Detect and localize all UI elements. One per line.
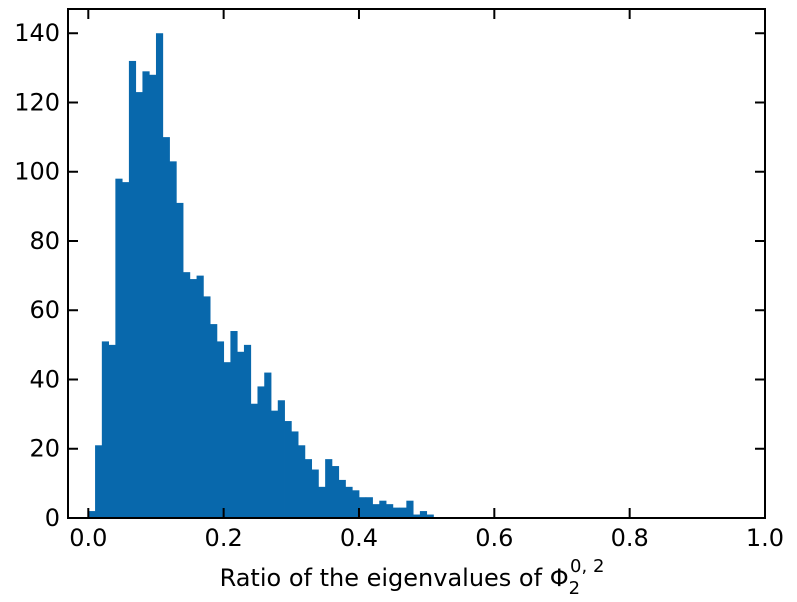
y-tick-label: 140 xyxy=(14,19,60,47)
histogram-bar xyxy=(291,431,299,518)
histogram-bar xyxy=(284,421,292,518)
x-tick-label: 1.0 xyxy=(746,524,784,552)
x-tick-label: 0.6 xyxy=(475,524,513,552)
histogram-bar xyxy=(311,469,319,518)
histogram-bars xyxy=(88,33,434,518)
histogram-bar xyxy=(189,279,197,518)
histogram-bar xyxy=(419,511,428,518)
histogram-bar xyxy=(122,182,130,518)
histogram-bar xyxy=(108,344,116,518)
y-tick-label: 80 xyxy=(29,227,60,255)
y-tick-label: 120 xyxy=(14,88,60,116)
y-tick-label: 100 xyxy=(14,158,60,186)
histogram-bar xyxy=(176,202,184,518)
histogram-bar xyxy=(183,272,191,518)
histogram-bar xyxy=(155,33,164,518)
histogram-bar xyxy=(304,459,313,518)
x-tick-label: 0.4 xyxy=(340,524,378,552)
histogram-bar xyxy=(223,362,231,518)
axis-ticks: 0.0 0.2 0.4 0.6 0.8 1.0 0 20 40 60 80 100 120 140 xyxy=(14,9,784,552)
histogram-bar xyxy=(331,466,340,518)
histogram-bar xyxy=(399,507,407,518)
y-tick-label: 40 xyxy=(29,365,60,393)
histogram-bar xyxy=(264,372,272,518)
histogram-bar xyxy=(250,403,258,518)
histogram-bar xyxy=(210,324,218,518)
histogram-bar xyxy=(149,74,157,518)
histogram-bar xyxy=(379,500,387,518)
y-tick-label: 60 xyxy=(29,296,60,324)
histogram-bar xyxy=(88,511,96,518)
histogram-bar xyxy=(162,137,170,518)
histogram-bar xyxy=(128,60,137,518)
histogram-bar xyxy=(365,497,373,518)
histogram-bar xyxy=(345,486,353,518)
x-tick-label: 0.0 xyxy=(69,524,107,552)
y-tick-label: 20 xyxy=(29,435,60,463)
plot-frame xyxy=(67,8,766,519)
x-axis-title-superscript: 0, 2 xyxy=(570,556,604,577)
histogram-bar xyxy=(325,459,333,518)
x-axis-title-main: Ratio of the eigenvalues of Φ xyxy=(220,564,569,592)
histogram-bar xyxy=(216,341,225,518)
histogram-bar xyxy=(406,500,414,518)
histogram-bar xyxy=(237,351,245,518)
histogram-bar xyxy=(277,400,285,518)
histogram-bar xyxy=(318,486,326,518)
histogram-bar xyxy=(135,92,143,518)
histogram-bar xyxy=(372,504,380,518)
x-axis-title: Ratio of the eigenvalues of Φ20, 2 xyxy=(220,556,605,599)
histogram-bar xyxy=(101,341,110,518)
histogram-bar xyxy=(230,331,238,518)
histogram-bar xyxy=(413,514,421,518)
histogram-bar xyxy=(196,275,204,518)
histogram-bar xyxy=(115,178,123,518)
histogram-bar xyxy=(257,386,265,518)
x-axis-title-subscript: 2 xyxy=(569,578,580,599)
histogram-bar xyxy=(426,514,434,518)
histogram-bar xyxy=(169,161,177,518)
histogram-bar xyxy=(386,504,394,518)
histogram-bar xyxy=(358,497,367,518)
histogram-bar xyxy=(142,71,150,518)
histogram-bar xyxy=(243,344,252,518)
histogram-bar xyxy=(203,296,211,518)
histogram-bar xyxy=(298,445,306,518)
histogram-bar xyxy=(338,479,346,518)
histogram-bar xyxy=(392,507,400,518)
histogram-bar xyxy=(271,410,279,518)
y-tick-label: 0 xyxy=(45,504,60,532)
histogram-bar xyxy=(352,490,360,518)
x-tick-label: 0.2 xyxy=(205,524,243,552)
x-tick-label: 0.8 xyxy=(611,524,649,552)
histogram-bar xyxy=(95,445,103,518)
